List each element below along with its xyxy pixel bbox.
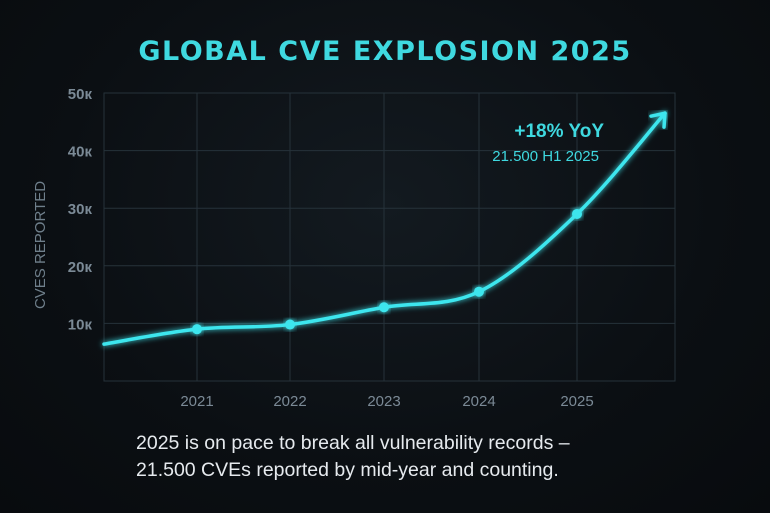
data-point: [474, 286, 484, 297]
arrow-head: [649, 111, 667, 129]
annotation-headline: +18% YoY: [514, 121, 604, 142]
x-tick-label: 2023: [367, 393, 400, 410]
y-tick-label: 40к: [68, 144, 93, 161]
y-tick-label: 50к: [68, 86, 93, 103]
y-tick-label: 10к: [68, 316, 93, 333]
y-axis-label: CVES REPORTED: [32, 181, 49, 309]
x-tick-label: 2022: [273, 393, 306, 410]
x-axis: 2021 2022 2023 2024 2025: [180, 393, 593, 410]
chart-title: GLOBAL CVE EXPLOSION 2025: [138, 36, 632, 67]
data-point: [285, 319, 295, 330]
x-tick-label: 2025: [560, 393, 593, 410]
x-tick-label: 2024: [462, 393, 495, 410]
caption-line-1: 2025 is on pace to break all vulnerabili…: [136, 432, 570, 454]
annotation-detail: 21.500 H1 2025: [492, 148, 599, 165]
y-axis: 10к 20к 30к 40к 50к: [68, 86, 93, 333]
caption: 2025 is on pace to break all vulnerabili…: [136, 430, 570, 484]
y-tick-label: 20к: [68, 259, 93, 276]
caption-line-2: 21.500 CVEs reported by mid-year and cou…: [136, 459, 559, 481]
series: [102, 111, 667, 346]
x-tick-label: 2021: [180, 393, 213, 410]
data-point: [379, 302, 389, 313]
y-tick-label: 30к: [68, 201, 93, 218]
data-point: [572, 208, 582, 219]
data-point: [192, 324, 202, 335]
